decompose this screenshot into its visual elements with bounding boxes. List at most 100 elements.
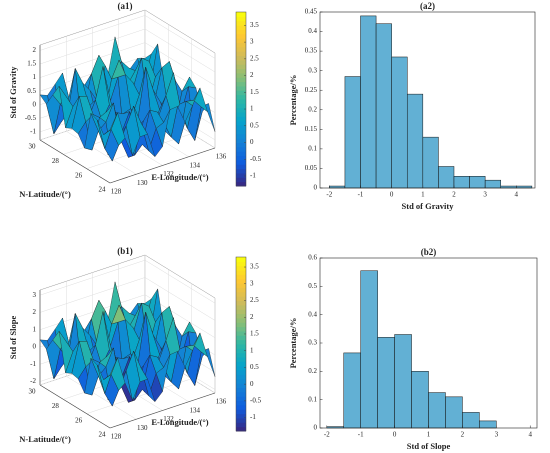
- x-tick-label: 0: [390, 191, 394, 199]
- chart-title: (a1): [118, 1, 133, 11]
- colorbar-segment: [236, 339, 246, 345]
- x-axis-label: E-Longitude/(°): [151, 417, 208, 427]
- x-tick-label: 2: [461, 431, 465, 439]
- colorbar-segment: [236, 112, 246, 117]
- colorbar-segment: [236, 283, 246, 288]
- y-tick-label: 0.3: [308, 339, 317, 347]
- colorbar-segment: [236, 296, 246, 301]
- z-tick-label: 1: [33, 73, 37, 81]
- bar: [391, 56, 408, 189]
- colorbar-segment: [236, 155, 246, 161]
- colorbar-tick-label: 0.5: [250, 121, 259, 129]
- colorbar-segment: [236, 365, 246, 371]
- y-axis-label: N-Latitude/(°): [19, 434, 71, 444]
- colorbar-segment: [236, 90, 246, 96]
- colorbar-segment: [236, 129, 246, 135]
- colorbar-segment: [236, 151, 246, 157]
- colorbar-segment: [236, 38, 246, 43]
- z-tick-label: 0.5: [27, 87, 36, 95]
- chart-title: (a2): [420, 1, 435, 11]
- x-tick-label: 132: [163, 415, 174, 423]
- colorbar-segment: [236, 138, 246, 143]
- colorbar-segment: [236, 417, 246, 423]
- x-tick-label: 0: [393, 431, 397, 439]
- colorbar-segment: [236, 378, 246, 384]
- colorbar-segment: [236, 68, 246, 74]
- bar: [343, 352, 361, 429]
- y-tick-label: 30: [29, 143, 37, 151]
- x-tick-label: 4: [515, 191, 519, 199]
- colorbar-tick-label: -1: [250, 413, 256, 421]
- colorbar-segment: [236, 125, 246, 130]
- y-axis: [39, 139, 111, 184]
- y-tick-label: 0.2: [308, 105, 317, 113]
- colorbar-segment: [236, 426, 246, 432]
- x-tick-label: 3: [483, 191, 487, 199]
- colorbar-tick-label: 1.5: [250, 330, 259, 338]
- bar: [360, 15, 377, 189]
- z-axis-label: Std of Slope: [8, 316, 18, 360]
- colorbar-segment: [236, 168, 246, 174]
- y-tick-label: 0.4: [308, 310, 317, 318]
- y-axis: [39, 384, 111, 429]
- colorbar-segment: [236, 16, 246, 22]
- x-tick-label: 132: [163, 170, 174, 178]
- y-tick-label: 0: [314, 184, 318, 192]
- y-tick-label: 24: [99, 186, 107, 194]
- z-tick-label: 2: [33, 308, 37, 316]
- colorbar-segment: [236, 142, 246, 148]
- z-tick-label: -2: [30, 377, 36, 385]
- bar: [394, 334, 412, 429]
- colorbar-tick-label: -0.5: [250, 155, 262, 163]
- colorbar-tick-label: 0: [250, 138, 254, 146]
- y-tick-label: 0.6: [308, 254, 317, 262]
- colorbar-segment: [236, 361, 246, 367]
- x-tick-label: 128: [111, 188, 122, 196]
- bar: [406, 93, 424, 189]
- colorbar-segment: [236, 20, 246, 26]
- x-axis: [109, 147, 216, 184]
- z-tick-label: 3: [33, 291, 37, 299]
- colorbar-tick-label: 1.5: [250, 88, 259, 96]
- colorbar-segment: [236, 404, 246, 410]
- colorbar-segment: [236, 99, 246, 104]
- y-tick-label: 0.15: [305, 125, 318, 133]
- colorbar-segment: [236, 46, 246, 52]
- y-axis-label: Percentage/%: [288, 318, 298, 369]
- colorbar-tick-label: 3.5: [250, 21, 259, 29]
- y-tick-label: 28: [52, 402, 60, 410]
- colorbar-tick-label: -0.5: [250, 396, 262, 404]
- y-axis-label: N-Latitude/(°): [19, 189, 71, 199]
- colorbar-segment: [236, 261, 246, 267]
- z-tick-label: -0.5: [25, 114, 37, 122]
- grid-line: [39, 28, 216, 73]
- colorbar-segment: [236, 120, 246, 126]
- colorbar-segment: [236, 177, 246, 183]
- x-tick-label: 136: [216, 153, 227, 161]
- colorbar-segment: [236, 181, 246, 187]
- x-tick-label: 134: [190, 406, 201, 414]
- colorbar-segment: [236, 322, 246, 328]
- colorbar-segment: [236, 348, 246, 354]
- bar: [411, 371, 429, 429]
- colorbar-frame: [235, 11, 247, 187]
- colorbar-segment: [236, 352, 246, 358]
- colorbar-tick-label: 3.5: [250, 263, 259, 271]
- x-tick-label: -2: [324, 431, 330, 439]
- colorbar-segment: [236, 172, 246, 178]
- x-tick-label: 1: [427, 431, 431, 439]
- colorbar-tick-label: 2: [250, 313, 254, 321]
- colorbar-tick-label: 2: [250, 71, 254, 79]
- z-tick-label: 0: [33, 343, 37, 351]
- colorbar-segment: [236, 291, 246, 297]
- x-axis: [109, 392, 216, 429]
- grid-line: [39, 15, 216, 59]
- colorbar-segment: [236, 133, 246, 139]
- colorbar-segment: [236, 391, 246, 397]
- colorbar-tick-label: 3: [250, 279, 254, 287]
- y-axis-label: Percentage/%: [288, 75, 298, 126]
- x-tick-label: 4: [528, 431, 532, 439]
- colorbar-segment: [236, 304, 246, 310]
- colorbar-segment: [236, 317, 246, 323]
